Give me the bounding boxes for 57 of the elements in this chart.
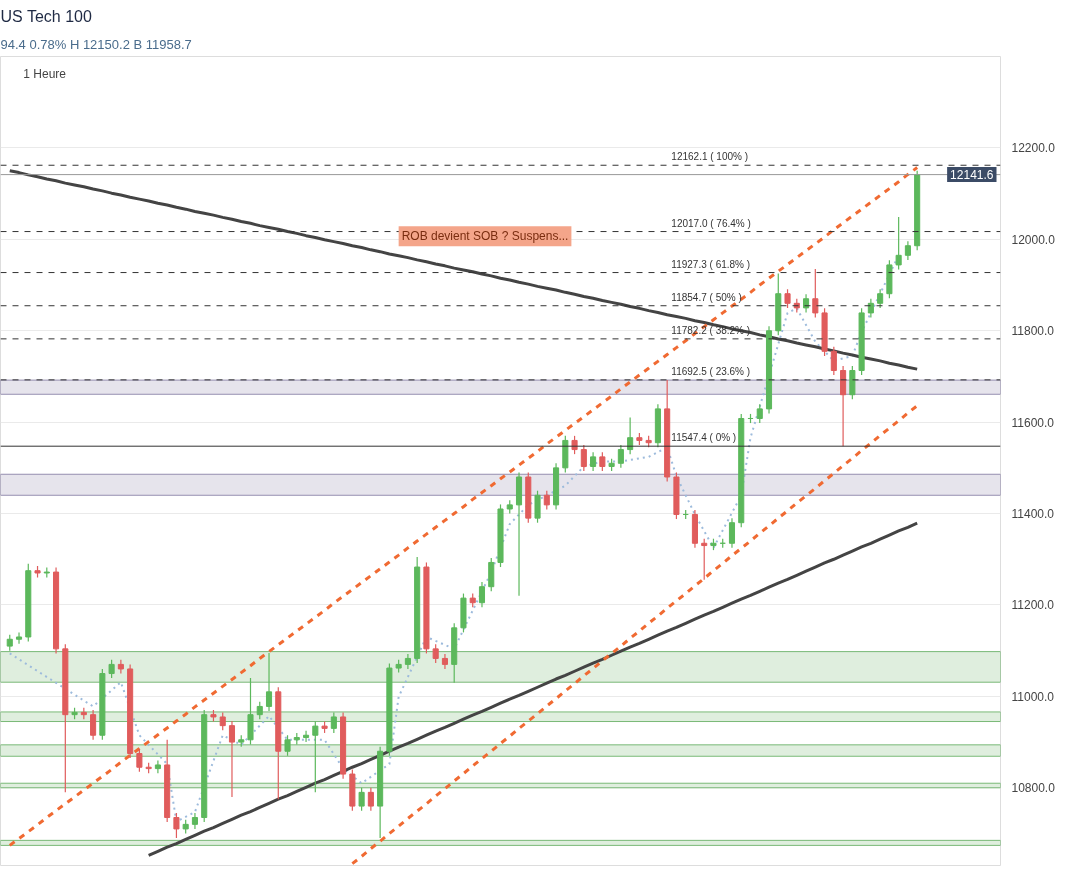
candlestick [15, 631, 23, 645]
ref-line-label: 11692.5 ( 23.6% ) [671, 365, 751, 377]
candlestick [617, 444, 624, 469]
candlestick [756, 403, 763, 424]
candlestick [599, 451, 606, 472]
chart-title: US Tech 100 [0, 7, 92, 25]
candlestick [358, 787, 365, 812]
candlestick [432, 643, 439, 664]
candlestick [284, 734, 291, 757]
annotation: 1 Heure [23, 66, 67, 81]
text: 12141.6 [950, 168, 994, 183]
ref-line-label: 11547.4 ( 0% ) [671, 432, 737, 444]
candlestick [895, 216, 902, 271]
candlestick [108, 659, 115, 679]
line-series [350, 404, 919, 866]
y-tick-label: 11800.0 [1011, 324, 1055, 339]
candlestick [728, 517, 736, 549]
candlestick [812, 268, 819, 319]
y-tick-label: 11200.0 [1011, 598, 1055, 613]
ref-line-label: 12162.1 ( 100% ) [671, 151, 749, 163]
candlestick [154, 759, 161, 774]
candlestick [117, 659, 124, 675]
candlestick [367, 787, 374, 812]
candlestick [803, 293, 810, 314]
line-series [8, 166, 919, 847]
y-tick-label: 12200.0 [1011, 141, 1056, 156]
y-tick-label: 11400.0 [1011, 507, 1055, 522]
candlestick [136, 748, 143, 773]
ref-line-label: 11854.7 ( 50% ) [671, 291, 742, 303]
candlestick [543, 490, 550, 511]
y-tick-label: 11000.0 [1011, 689, 1055, 704]
ref-line-label: 12017.0 ( 76.4% ) [671, 217, 751, 229]
candlestick [867, 298, 874, 319]
candlestick [590, 451, 597, 472]
candlestick [627, 416, 634, 455]
candlestick [534, 490, 541, 524]
candlestick [877, 288, 884, 309]
y-tick-label: 12000.0 [1011, 232, 1056, 247]
candlestick [303, 730, 310, 743]
candlestick [312, 720, 319, 793]
candlestick [173, 812, 180, 839]
candlestick [228, 720, 236, 798]
ref-line-label: 11927.3 ( 61.8% ) [671, 258, 751, 270]
candlestick [330, 711, 337, 734]
chart-subtitle: 94.4 0.78% H 12150.2 B 11958.7 [0, 36, 192, 52]
candlestick [265, 652, 273, 712]
annotation: ROB devient SOB ? Suspens... [401, 229, 569, 244]
candlestick [478, 581, 486, 608]
candlestick [701, 538, 708, 581]
candlestick [830, 346, 837, 376]
candlestick [90, 709, 97, 741]
line-series [147, 521, 919, 857]
y-tick-label: 10800.0 [1011, 781, 1056, 796]
candlestick [784, 288, 791, 309]
candlestick [904, 240, 911, 261]
candlestick [580, 444, 587, 472]
y-tick-label: 11600.0 [1011, 415, 1055, 430]
